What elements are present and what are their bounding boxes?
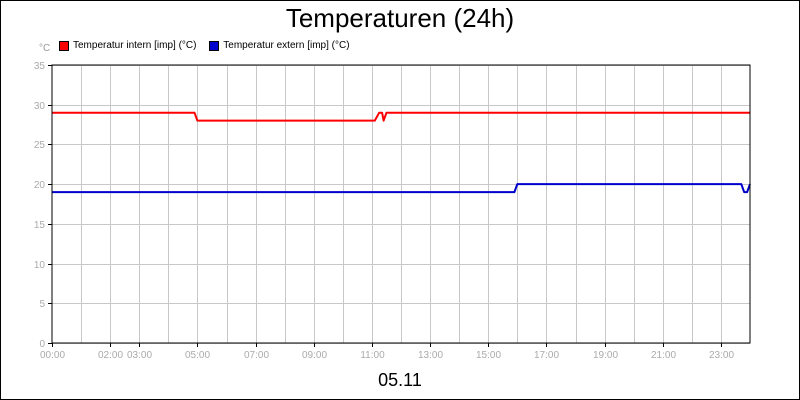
legend-swatch-intern [59, 40, 69, 51]
grid [52, 65, 750, 344]
x-tick-label: 17:00 [534, 350, 559, 361]
x-tick-label: 09:00 [302, 350, 327, 361]
y-tick-label: 0 [39, 339, 45, 350]
x-tick-label: 05:00 [185, 350, 210, 361]
legend-item-extern: Temperatur extern [imp] (°C) [209, 40, 350, 51]
x-tick-label: 21:00 [651, 350, 676, 361]
x-tick-label: 03:00 [127, 350, 152, 361]
x-tick-label: 02:00 [98, 350, 123, 361]
legend-label-extern: Temperatur extern [imp] (°C) [223, 40, 350, 51]
x-axis-ticks: 00:00 02:00 03:00 05:00 07:00 09:00 11:00 13:00… [40, 343, 734, 361]
y-tick-label: 10 [34, 260, 46, 271]
legend-label-intern: Temperatur intern [imp] (°C) [73, 40, 197, 51]
x-tick-label: 11:00 [360, 350, 385, 361]
x-tick-label: 19:00 [593, 350, 618, 361]
plot-border [51, 64, 751, 344]
y-axis-ticks: 0 5 10 15 20 25 30 35 [34, 61, 52, 350]
y-axis-unit: °C [39, 43, 51, 54]
y-tick-label: 20 [34, 180, 46, 191]
y-tick-label: 35 [34, 61, 46, 72]
series-lines [52, 111, 751, 194]
series-line-extern [52, 183, 751, 194]
y-tick-label: 25 [34, 140, 46, 151]
series-line-intern [52, 111, 750, 122]
chart-title: Temperaturen (24h) [285, 3, 515, 33]
x-tick-label: 07:00 [244, 350, 269, 361]
x-tick-label: 23:00 [709, 350, 734, 361]
x-tick-label: 00:00 [40, 350, 65, 361]
y-tick-label: 30 [34, 101, 46, 112]
legend-swatch-extern [209, 40, 220, 51]
x-tick-label: 15:00 [476, 350, 501, 361]
y-tick-label: 15 [34, 220, 46, 231]
x-tick-label: 13:00 [418, 350, 443, 361]
legend-item-intern: Temperatur intern [imp] (°C) [59, 40, 196, 51]
x-axis-date-label: 05.11 [378, 370, 422, 390]
legend: Temperatur intern [imp] (°C) Temperatur … [59, 40, 360, 54]
y-tick-label: 5 [39, 299, 45, 310]
